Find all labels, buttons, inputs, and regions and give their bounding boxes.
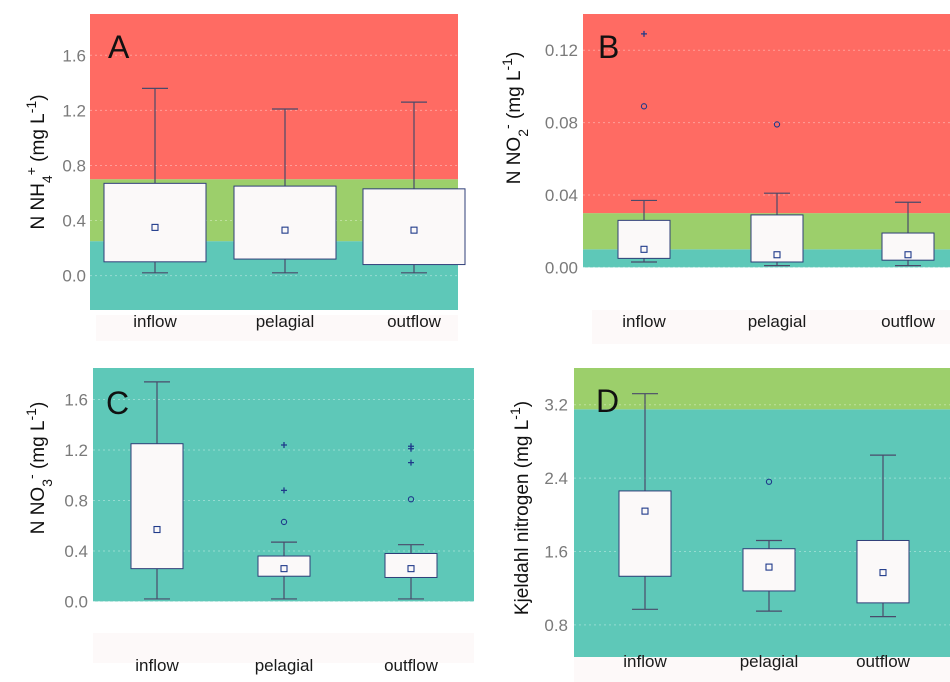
panel-b-box-outflow (881, 201, 935, 267)
panel-d-box-outflow (856, 454, 910, 618)
panel-c-box-pelagial (257, 441, 311, 600)
panel-a-ytick-label: 1.2 (62, 101, 86, 120)
mean-marker (904, 251, 912, 259)
panel-d-xtick-label: outflow (856, 652, 911, 671)
panel-a-ytick-label: 0.0 (62, 267, 86, 286)
extreme-outlier-marker (641, 30, 647, 37)
box-iqr (103, 182, 207, 263)
mean-marker (765, 563, 773, 571)
panel-d-xtick-label: pelagial (740, 652, 799, 671)
panel-c-ytick-label: 1.2 (64, 441, 88, 460)
mean-marker (410, 226, 418, 234)
mean-marker (640, 245, 648, 253)
outlier-marker (407, 496, 415, 503)
panel-b-box-inflow (617, 30, 671, 263)
panel-a-plot: 0.0 0.4 0.8 1.2 1.6 inflow pelagial outflow (62, 14, 466, 341)
panel-d-ytick-label: 1.6 (544, 542, 568, 561)
panel-d-xtick-label: inflow (623, 652, 667, 671)
panel-b-ytick-label: 0.08 (545, 114, 578, 133)
panel-a-letter: A (108, 29, 130, 65)
panel-a-xtick-label: outflow (387, 312, 442, 331)
mean-marker (879, 569, 887, 577)
panel-d-ytick-label: 3.2 (544, 396, 568, 415)
panel-c-box-inflow (130, 381, 184, 600)
panel-a-xtick-label: pelagial (256, 312, 315, 331)
panel-b-ytick-label: 0.12 (545, 41, 578, 60)
panel-d-band-moderate (574, 368, 950, 410)
panel-b-ylabel: N NO2- (mg L-1) (499, 52, 531, 185)
outlier-marker (640, 103, 648, 110)
panel-b-plot: 0.00 0.04 0.08 0.12 inflow pelagial outflow (545, 14, 950, 344)
extreme-outlier-marker (281, 441, 287, 448)
box-iqr (617, 219, 671, 259)
outlier-marker (280, 518, 288, 526)
panel-c-xtick-label: pelagial (255, 656, 314, 675)
panel-b-ytick-label: 0.00 (545, 258, 578, 277)
mean-marker (281, 226, 289, 234)
mean-marker (773, 251, 781, 259)
panel-a-box-inflow (103, 87, 207, 274)
panel-b-xtick-label: inflow (622, 312, 666, 331)
panel-c: C N NO3- (mg L-1) (23, 385, 129, 534)
panel-d: D Kjeldahl nitrogen (mg L-1) (507, 383, 619, 615)
panel-c-xlabel-strip (93, 633, 474, 663)
panel-a-band-poor (90, 14, 458, 180)
box-iqr (856, 539, 910, 604)
panel-c-plot: 0.0 0.4 0.8 1.2 1.6 inflow pelagial outflow (64, 368, 474, 675)
panel-b-box-pelagial (750, 121, 804, 267)
panel-d-letter: D (596, 383, 619, 419)
panel-b-ytick-label: 0.04 (545, 186, 578, 205)
panel-d-ylabel: Kjeldahl nitrogen (mg L-1) (507, 401, 533, 615)
panel-a-box-outflow (362, 101, 466, 274)
panel-b-letter: B (598, 29, 619, 65)
box-iqr (233, 185, 337, 260)
mean-marker (641, 507, 649, 515)
box-iqr (750, 214, 804, 263)
panel-a: A N NH4+ (mg L-1) (23, 29, 130, 230)
outlier-marker (773, 121, 781, 128)
panel-c-box-outflow (384, 443, 438, 600)
panel-d-plot: 0.8 1.6 2.4 3.2 inflow pelagial outflow (544, 368, 950, 682)
panel-b-xtick-label: outflow (881, 312, 936, 331)
panel-b-xtick-label: pelagial (748, 312, 807, 331)
panel-a-xtick-label: inflow (133, 312, 177, 331)
panel-a-box-pelagial (233, 108, 337, 274)
panel-b-xlabel-strip (592, 310, 950, 344)
box-iqr (881, 232, 935, 261)
panel-c-ytick-label: 0.4 (64, 542, 88, 561)
panel-c-ytick-label: 0.0 (64, 592, 88, 611)
panel-d-ytick-label: 2.4 (544, 469, 568, 488)
panel-a-ytick-label: 0.8 (62, 156, 86, 175)
extreme-outlier-marker (281, 487, 287, 494)
mean-marker (153, 525, 161, 534)
mean-marker (151, 223, 159, 231)
box-iqr (130, 443, 184, 570)
box-iqr (618, 490, 672, 577)
panel-b-band-poor (583, 14, 950, 214)
extreme-outlier-marker (408, 443, 414, 450)
panel-c-letter: C (106, 385, 129, 421)
panel-c-ylabel: N NO3- (mg L-1) (23, 402, 55, 535)
panel-c-ytick-label: 0.8 (64, 492, 88, 511)
panel-b: B N NO2- (mg L-1) (499, 29, 619, 184)
panel-a-ytick-label: 0.4 (62, 212, 86, 231)
panel-a-ytick-label: 1.6 (62, 46, 86, 65)
panel-d-xlabel-strip (574, 657, 950, 682)
outlier-marker (765, 478, 773, 485)
mean-marker (407, 565, 415, 573)
panel-d-box-pelagial (742, 478, 796, 612)
panel-c-xtick-label: outflow (384, 656, 439, 675)
panel-a-ylabel: N NH4+ (mg L-1) (23, 94, 55, 229)
panel-c-xtick-label: inflow (135, 656, 179, 675)
extreme-outlier-marker (408, 459, 414, 466)
panel-d-box-inflow (618, 393, 672, 610)
panel-a-xlabel-strip (96, 315, 458, 341)
panel-c-ytick-label: 1.6 (64, 391, 88, 410)
mean-marker (280, 565, 288, 573)
panel-d-ytick-label: 0.8 (544, 616, 568, 635)
